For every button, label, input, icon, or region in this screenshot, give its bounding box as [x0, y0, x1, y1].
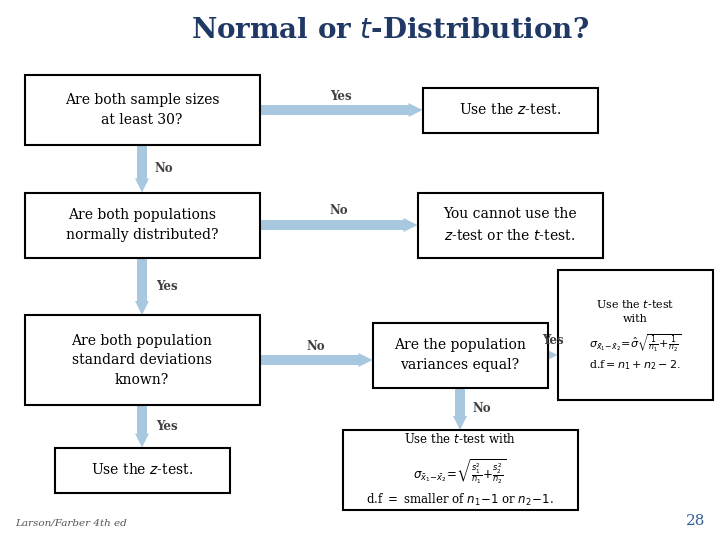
FancyBboxPatch shape: [423, 87, 598, 132]
FancyBboxPatch shape: [55, 448, 230, 492]
Text: Are both sample sizes
at least 30?: Are both sample sizes at least 30?: [65, 93, 220, 127]
Text: You cannot use the
$z$-test or the $t$-test.: You cannot use the $z$-test or the $t$-t…: [444, 207, 577, 242]
Text: Use the $z$-test.: Use the $z$-test.: [91, 462, 193, 477]
Text: Yes: Yes: [156, 280, 178, 293]
Text: No: No: [473, 402, 491, 415]
FancyBboxPatch shape: [24, 75, 259, 145]
Text: No: No: [307, 340, 325, 353]
FancyBboxPatch shape: [24, 192, 259, 258]
Text: Normal or $\mathit{t}$-Distribution?: Normal or $\mathit{t}$-Distribution?: [191, 17, 589, 44]
Text: Use the $t$-test
with
$\sigma_{\bar{x}_1\!-\!\bar{x}_2}\!=\!\hat{\sigma}\sqrt{\f: Use the $t$-test with $\sigma_{\bar{x}_1…: [589, 298, 681, 372]
Text: Yes: Yes: [156, 420, 178, 433]
FancyArrow shape: [259, 353, 372, 367]
Text: Larson/Farber 4th ed: Larson/Farber 4th ed: [15, 519, 127, 528]
FancyArrow shape: [259, 218, 418, 232]
Text: Yes: Yes: [541, 334, 563, 348]
Text: Are the population
variances equal?: Are the population variances equal?: [394, 338, 526, 372]
Text: Are both populations
normally distributed?: Are both populations normally distribute…: [66, 208, 218, 242]
FancyArrow shape: [259, 103, 423, 117]
FancyBboxPatch shape: [372, 322, 547, 388]
FancyArrow shape: [135, 145, 149, 192]
Text: Use the $z$-test.: Use the $z$-test.: [459, 103, 561, 118]
Text: Use the $t$-test with
$\sigma_{\bar{x}_1\!-\!\bar{x}_2}\!=\!\sqrt{\frac{s_1^2}{n: Use the $t$-test with $\sigma_{\bar{x}_1…: [366, 433, 554, 508]
Text: Yes: Yes: [330, 90, 352, 103]
FancyArrow shape: [135, 405, 149, 448]
Text: No: No: [155, 162, 174, 176]
FancyBboxPatch shape: [557, 270, 713, 400]
FancyBboxPatch shape: [24, 315, 259, 405]
FancyArrow shape: [544, 348, 557, 362]
FancyBboxPatch shape: [343, 430, 577, 510]
Text: 28: 28: [685, 514, 705, 528]
Text: No: No: [329, 205, 348, 218]
FancyArrow shape: [453, 388, 467, 430]
FancyArrow shape: [135, 258, 149, 315]
Text: Are both population
standard deviations
known?: Are both population standard deviations …: [71, 334, 212, 387]
FancyBboxPatch shape: [418, 192, 603, 258]
